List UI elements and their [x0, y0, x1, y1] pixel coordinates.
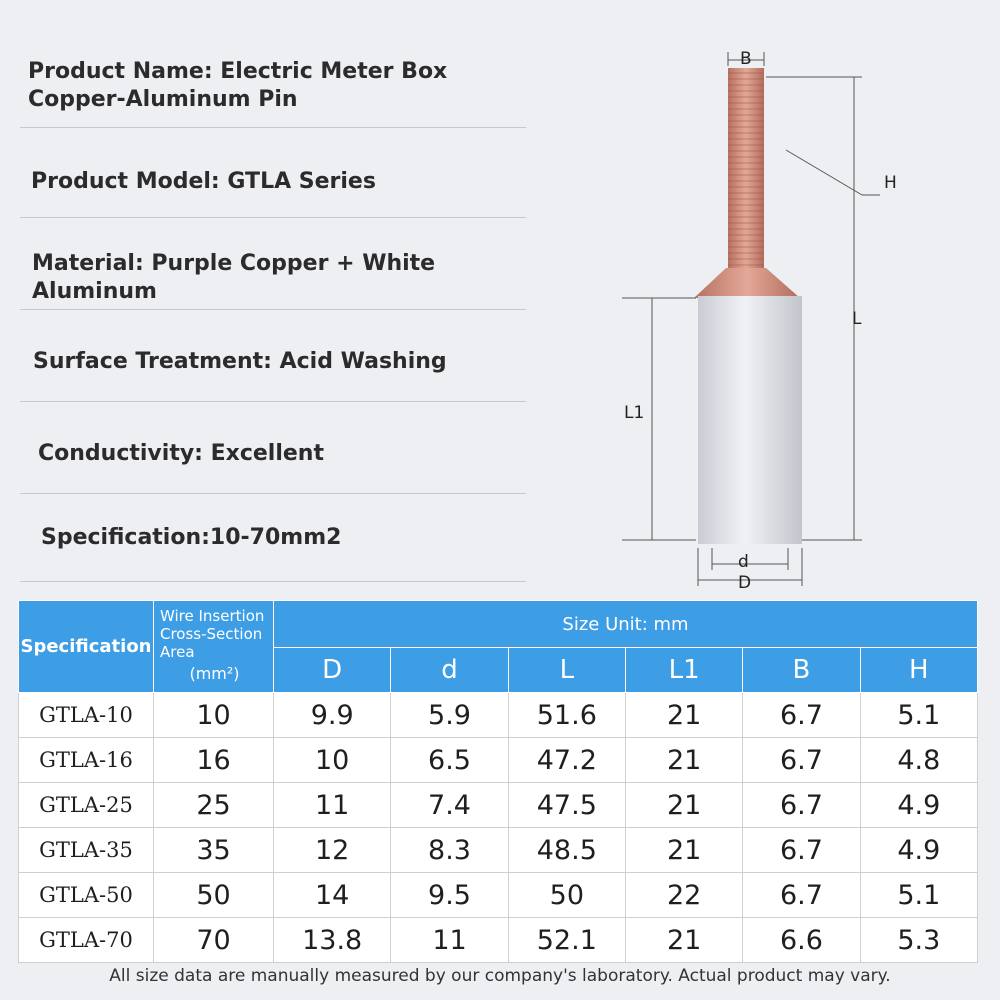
- surface-treatment-text: Surface Treatment: Acid Washing: [33, 349, 447, 374]
- spec-table: Specification Wire Insertion Cross-Secti…: [18, 600, 979, 963]
- cell-B: 6.7: [742, 872, 861, 918]
- cell-L: 48.5: [507, 827, 626, 873]
- cell-L: 47.2: [507, 737, 626, 783]
- cell-model: GTLA-50: [18, 872, 154, 918]
- header-size-unit: Size Unit: mm: [273, 600, 978, 648]
- cell-L: 50: [507, 872, 626, 918]
- conductivity: Conductivity: Excellent: [20, 402, 526, 494]
- cell-H: 5.1: [859, 692, 979, 738]
- product-model: Product Model: GTLA Series: [20, 128, 526, 218]
- cell-L1: 22: [624, 872, 744, 918]
- label-d-small: d: [738, 552, 749, 572]
- cell-L1: 21: [624, 692, 744, 738]
- cell-D: 9.9: [272, 692, 392, 738]
- cell-B: 6.7: [742, 737, 861, 783]
- cell-B: 6.7: [742, 827, 861, 873]
- header-wire-unit: (mm²): [189, 664, 240, 683]
- header-wire-line2: Cross-Section: [160, 625, 263, 643]
- cell-L1: 21: [624, 917, 744, 963]
- cell-d: 9.5: [390, 872, 509, 918]
- cell-H: 5.1: [859, 872, 979, 918]
- cell-L: 47.5: [507, 782, 626, 828]
- header-col-B: B: [742, 647, 861, 693]
- cell-model: GTLA-10: [18, 692, 154, 738]
- cell-H: 5.3: [859, 917, 979, 963]
- cell-D: 11: [272, 782, 392, 828]
- cell-L1: 21: [624, 782, 744, 828]
- cell-H: 4.8: [859, 737, 979, 783]
- cell-L: 52.1: [507, 917, 626, 963]
- cell-H: 4.9: [859, 827, 979, 873]
- header-wire-line1: Wire Insertion: [160, 607, 265, 625]
- pin-diagram: B H L L1 d D: [622, 49, 897, 593]
- label-d-large: D: [738, 573, 751, 593]
- cell-D: 14: [272, 872, 392, 918]
- cell-d: 7.4: [390, 782, 509, 828]
- header-col-H: H: [859, 647, 979, 693]
- cell-model: GTLA-35: [18, 827, 154, 873]
- specification-text: Specification:10-70mm2: [41, 525, 342, 550]
- cell-area: 35: [153, 827, 274, 873]
- cell-area: 50: [153, 872, 274, 918]
- cell-area: 70: [153, 917, 274, 963]
- cell-B: 6.7: [742, 692, 861, 738]
- table-row: GTLA-25 25 11 7.4 47.5 21 6.7 4.9: [18, 782, 979, 828]
- table-row: GTLA-16 16 10 6.5 47.2 21 6.7 4.8: [18, 737, 979, 783]
- cell-L: 51.6: [507, 692, 626, 738]
- header-wire-line3: Area: [160, 643, 195, 661]
- cell-model: GTLA-25: [18, 782, 154, 828]
- conductivity-text: Conductivity: Excellent: [38, 441, 324, 466]
- table-row: GTLA-35 35 12 8.3 48.5 21 6.7 4.9: [18, 827, 979, 873]
- cell-d: 5.9: [390, 692, 509, 738]
- table-row: GTLA-50 50 14 9.5 50 22 6.7 5.1: [18, 872, 979, 918]
- cell-D: 12: [272, 827, 392, 873]
- specification-range: Specification:10-70mm2: [20, 494, 526, 582]
- cell-B: 6.6: [742, 917, 861, 963]
- cell-area: 25: [153, 782, 274, 828]
- cell-d: 11: [390, 917, 509, 963]
- surface-treatment: Surface Treatment: Acid Washing: [20, 310, 526, 402]
- label-l: L: [852, 309, 862, 329]
- footnote: All size data are manually measured by o…: [109, 966, 891, 986]
- label-h: H: [884, 173, 897, 193]
- cell-area: 16: [153, 737, 274, 783]
- cell-d: 8.3: [390, 827, 509, 873]
- material: Material: Purple Copper + White Aluminum: [20, 218, 526, 310]
- cell-model: GTLA-16: [18, 737, 154, 783]
- cell-area: 10: [153, 692, 274, 738]
- header-col-d: d: [390, 647, 509, 693]
- label-l1: L1: [624, 403, 644, 423]
- cell-L1: 21: [624, 827, 744, 873]
- label-b: B: [740, 49, 752, 69]
- product-name-line2: Copper-Aluminum Pin: [28, 87, 298, 112]
- cell-B: 6.7: [742, 782, 861, 828]
- product-name: Product Name: Electric Meter Box Copper-…: [20, 58, 526, 128]
- material-text: Material: Purple Copper + White Aluminum: [32, 251, 436, 304]
- cell-d: 6.5: [390, 737, 509, 783]
- cell-model: GTLA-70: [18, 917, 154, 963]
- copper-pin-icon: [694, 68, 800, 298]
- aluminum-barrel-icon: [698, 296, 802, 544]
- cell-D: 10: [272, 737, 392, 783]
- header-col-D: D: [272, 647, 392, 693]
- table-row: GTLA-10 10 9.9 5.9 51.6 21 6.7 5.1: [18, 692, 979, 738]
- cell-D: 13.8: [272, 917, 392, 963]
- product-model-text: Product Model: GTLA Series: [31, 169, 376, 194]
- table-row: GTLA-70 70 13.8 11 52.1 21 6.6 5.3: [18, 917, 979, 963]
- header-specification: Specification: [18, 600, 154, 693]
- product-name-line1: Product Name: Electric Meter Box: [28, 59, 448, 84]
- header-wire-area: Wire Insertion Cross-Section Area (mm²): [153, 600, 274, 693]
- header-col-L: L: [507, 647, 626, 693]
- cell-L1: 21: [624, 737, 744, 783]
- header-col-L1: L1: [624, 647, 744, 693]
- cell-H: 4.9: [859, 782, 979, 828]
